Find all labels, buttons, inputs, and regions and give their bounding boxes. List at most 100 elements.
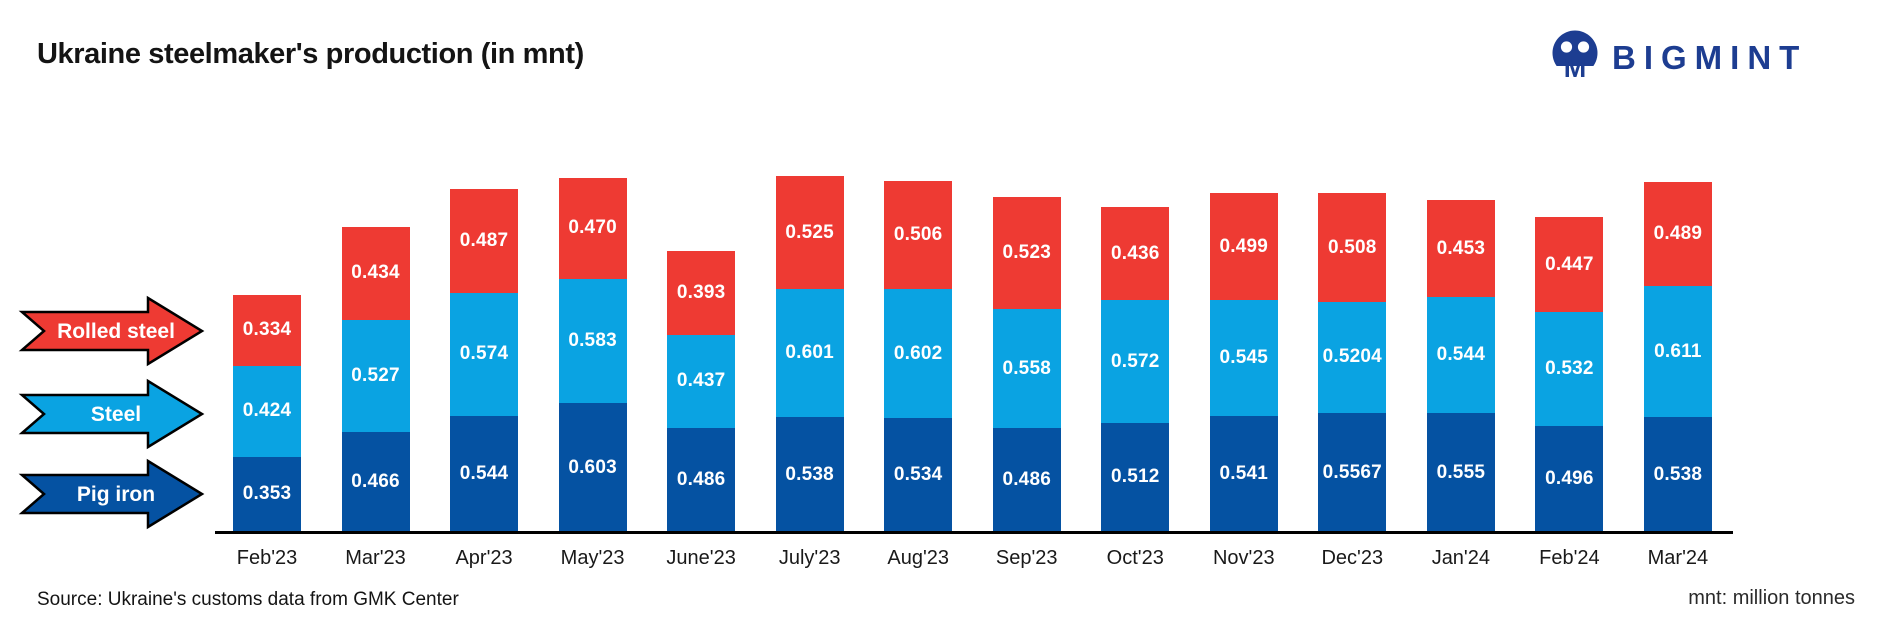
bar-segment-pig-iron: 0.353 [233,456,301,532]
x-tick-label: Oct'23 [1106,547,1164,569]
x-tick-label: June'23 [666,547,736,569]
bar-segment-pig-iron: 0.496 [1535,426,1604,532]
page-title: Ukraine steelmaker's production (in mnt) [37,38,584,70]
bar-column-sep'23: 0.523 0.558 0.486 Sep'23 [992,197,1061,569]
bar-segment-rolled-steel: 0.525 [775,176,844,289]
bigmint-wordmark: BIGMINT [1612,38,1808,76]
value-label: 0.5567 [1322,461,1382,483]
bar-segment-pig-iron: 0.541 [1209,416,1278,532]
value-label: 0.447 [1545,253,1594,275]
legend-item-pig-iron: Pig iron [16,458,208,530]
bar-segment-steel: 0.437 [667,334,736,429]
value-label: 0.545 [1219,347,1269,369]
bar-segment-pig-iron: 0.538 [775,417,844,532]
value-label: 0.487 [459,229,509,251]
legend-label-steel: Steel [91,403,141,426]
bar-segment-steel: 0.602 [884,289,953,418]
value-label: 0.572 [1110,350,1160,372]
legend: Rolled steel Steel Pig iron [16,0,226,626]
bar-segment-steel: 0.527 [341,319,410,433]
value-label: 0.486 [1002,469,1051,491]
bar-column-dec'23: 0.508 0.5204 0.5567 Dec'23 [1318,193,1387,569]
x-tick-label: July'23 [778,547,841,569]
bar-column-june'23: 0.393 0.437 0.486 June'23 [666,250,736,569]
value-label: 0.601 [785,341,834,363]
bar-segment-rolled-steel: 0.523 [992,197,1061,309]
unit-note: mnt: million tonnes [1688,587,1855,609]
bar-segment-pig-iron: 0.544 [450,415,519,532]
bar-segment-rolled-steel: 0.508 [1318,193,1387,302]
x-tick-label: Feb'23 [236,547,298,569]
legend-label-pig-iron: Pig iron [77,483,155,506]
x-tick-label: Jan'24 [1431,547,1490,569]
bar-segment-rolled-steel: 0.453 [1426,200,1495,298]
bar-segment-steel: 0.583 [558,278,627,404]
value-label: 0.437 [676,370,726,392]
bar-column-mar'24: 0.489 0.611 0.538 Mar'24 [1643,181,1712,569]
bar-segment-rolled-steel: 0.506 [884,181,953,290]
bar-segment-steel: 0.611 [1643,286,1712,417]
value-label: 0.424 [242,400,292,422]
bar-segment-steel: 0.532 [1535,312,1604,426]
bar-segment-steel: 0.544 [1426,297,1495,414]
bar-column-nov'23: 0.499 0.545 0.541 Nov'23 [1209,193,1278,569]
arrow-icon: Steel [18,378,205,450]
bar-segment-rolled-steel: 0.334 [233,294,301,367]
x-tick-label: May'23 [560,547,625,569]
bar-column-feb'24: 0.447 0.532 0.496 Feb'24 [1535,216,1604,569]
legend-item-rolled-steel: Rolled steel [16,295,208,367]
value-label: 0.574 [459,343,509,365]
value-label: 0.496 [1545,468,1594,489]
bar-segment-steel: 0.424 [233,366,301,457]
value-label: 0.512 [1110,466,1160,488]
svg-text:M: M [1564,53,1587,80]
bar-segment-rolled-steel: 0.499 [1209,193,1278,300]
bar-column-july'23: 0.525 0.601 0.538 July'23 [775,176,844,569]
value-label: 0.544 [459,462,509,484]
bar-segment-pig-iron: 0.512 [1101,422,1170,532]
arrow-icon: Pig iron [18,458,205,530]
legend-label-rolled-steel: Rolled steel [57,320,175,343]
value-label: 0.506 [893,224,943,246]
value-label: 0.611 [1654,340,1702,362]
bar-segment-pig-iron: 0.5567 [1318,413,1387,532]
value-label: 0.602 [893,342,943,364]
value-label: 0.541 [1219,463,1269,485]
bar-segment-rolled-steel: 0.487 [450,188,519,294]
value-label: 0.353 [242,483,292,505]
bar-column-mar'23: 0.434 0.527 0.466 Mar'23 [341,227,410,569]
x-tick-label: Feb'24 [1539,547,1600,569]
value-label: 0.523 [1002,242,1051,264]
value-label: 0.486 [676,469,726,491]
bigmint-logo-icon: M [1551,30,1599,80]
bar-segment-rolled-steel: 0.436 [1101,207,1170,301]
value-label: 0.525 [785,221,834,243]
x-tick-label: Mar'24 [1647,547,1709,569]
bigmint-logo: M BIGMINT [1551,30,1807,80]
bar-segment-steel: 0.572 [1101,300,1170,423]
value-label: 0.532 [1545,358,1594,380]
bar-segment-steel: 0.601 [775,288,844,417]
source-note: Source: Ukraine's customs data from GMK … [37,589,459,610]
bar-segment-rolled-steel: 0.393 [667,250,736,335]
value-label: 0.489 [1653,223,1703,245]
bar-segment-rolled-steel: 0.489 [1643,181,1712,287]
bar-segment-steel: 0.545 [1209,299,1278,417]
bar-segment-pig-iron: 0.466 [341,432,410,532]
value-label: 0.466 [351,471,400,493]
arrow-icon: Rolled steel [18,295,205,367]
value-label: 0.538 [785,463,834,485]
value-label: 0.555 [1436,461,1486,483]
bar-segment-steel: 0.574 [450,293,519,416]
value-label: 0.527 [351,365,400,387]
bar-chart-area: 0.334 0.424 0.353 Feb'23 0.434 0.527 0.466 Mar'… [233,174,1712,569]
value-label: 0.534 [893,463,943,485]
value-label: 0.453 [1436,237,1486,259]
x-tick-label: Sep'23 [995,547,1058,569]
bar-column-may'23: 0.470 0.583 0.603 May'23 [558,178,627,569]
bar-column-aug'23: 0.506 0.602 0.534 Aug'23 [884,181,953,569]
bar-segment-steel: 0.5204 [1318,301,1387,413]
bar-segment-pig-iron: 0.603 [558,403,627,532]
value-label: 0.470 [568,217,617,239]
bar-segment-pig-iron: 0.486 [667,428,736,532]
